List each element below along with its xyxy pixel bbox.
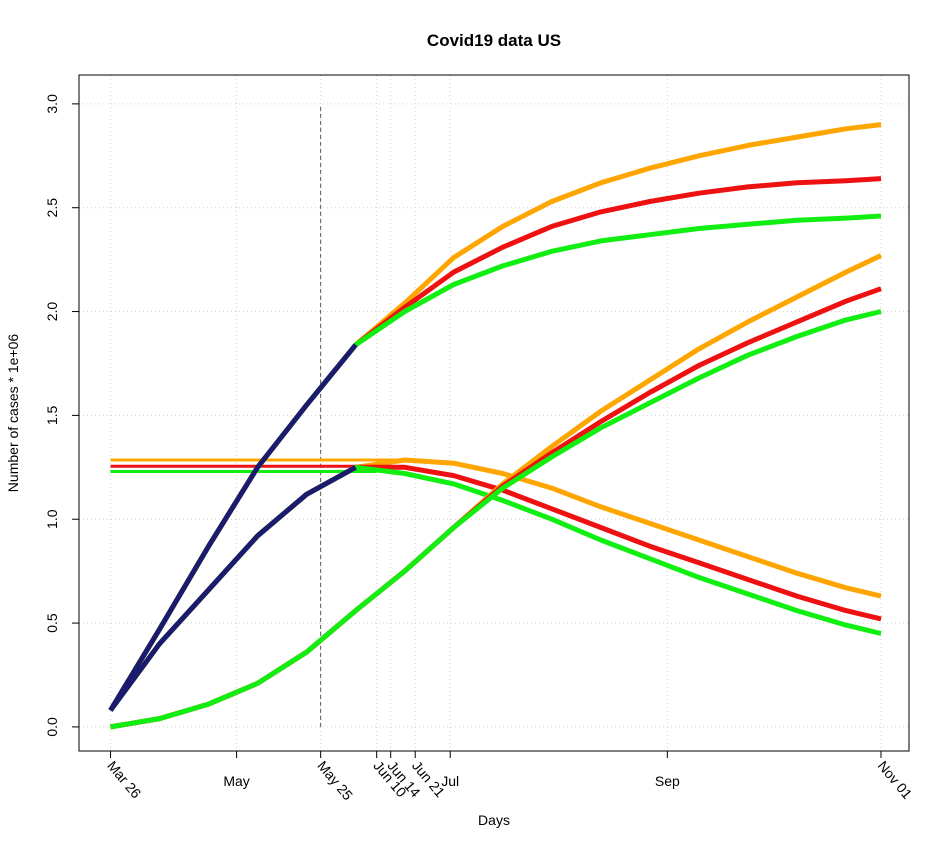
series-line xyxy=(108,464,882,712)
x-tick-label: Nov 01 xyxy=(875,758,916,802)
series-line xyxy=(108,213,882,712)
series-line xyxy=(110,286,882,730)
x-tick-label: Jul xyxy=(441,773,459,789)
x-tick-label: May 25 xyxy=(314,758,356,804)
y-tick-label: 0.0 xyxy=(44,717,60,737)
y-axis-title: Number of cases * 1e+06 xyxy=(5,334,21,493)
x-axis-title: Days xyxy=(478,812,510,828)
series-line xyxy=(108,464,882,712)
x-tick-label: Sep xyxy=(655,773,680,789)
x-tick-label: Mar 26 xyxy=(104,758,144,802)
y-tick-label: 2.5 xyxy=(44,198,60,218)
series-line xyxy=(108,465,357,712)
series-line xyxy=(110,309,882,730)
y-tick-label: 3.0 xyxy=(44,94,60,114)
y-tick-label: 1.5 xyxy=(44,405,60,425)
chart-title: Covid19 data US xyxy=(427,31,561,50)
y-tick-label: 2.0 xyxy=(44,302,60,322)
y-tick-label: 1.0 xyxy=(44,509,60,529)
y-tick-label: 0.5 xyxy=(44,613,60,633)
series-line xyxy=(108,176,882,712)
series-line xyxy=(108,122,882,712)
series-line xyxy=(108,343,358,712)
plot-frame xyxy=(78,74,910,752)
x-tick-label: May xyxy=(223,773,249,789)
